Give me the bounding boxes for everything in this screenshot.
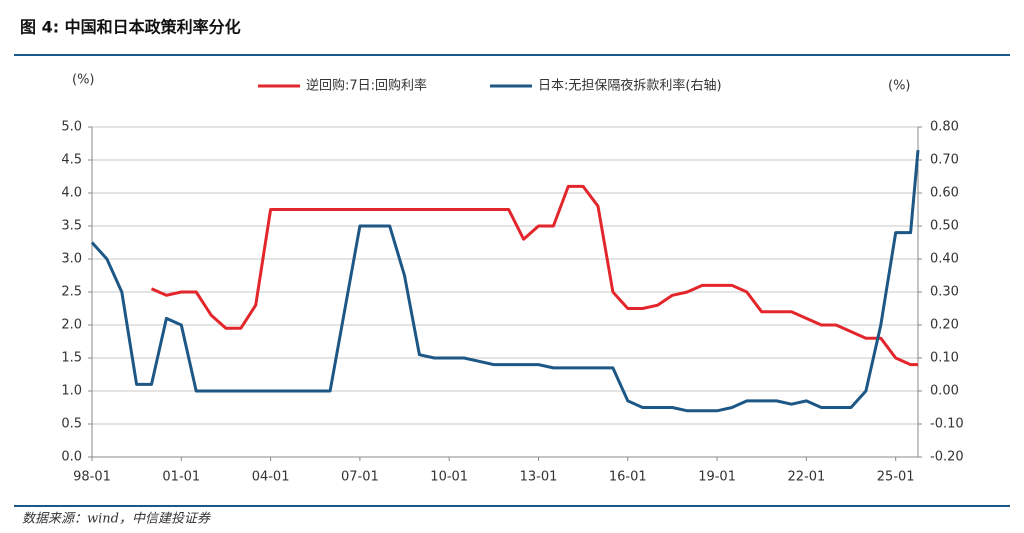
series-line xyxy=(90,149,920,413)
x-tick-label: 19-01 xyxy=(698,470,736,485)
y2-tick-label: 0.80 xyxy=(930,120,959,135)
y2-tick-label: 0.20 xyxy=(930,318,959,333)
y2-tick-label: 0.40 xyxy=(930,252,959,267)
y2-tick-label: 0.60 xyxy=(930,186,959,201)
x-tick-label: 10-01 xyxy=(430,470,468,485)
x-tick-label: 07-01 xyxy=(341,470,379,485)
source-note: 数据来源：wind，中信建投证券 xyxy=(22,512,211,527)
y2-axis-label: (%) xyxy=(888,79,911,94)
x-tick-label: 22-01 xyxy=(787,470,825,485)
x-tick-label: 13-01 xyxy=(520,470,558,485)
y2-tick-label: -0.20 xyxy=(930,450,964,465)
y2-tick-label: 0.00 xyxy=(930,384,959,399)
x-tick-label: 98-01 xyxy=(73,470,111,485)
y-tick-label: 4.0 xyxy=(61,186,82,201)
x-tick-label: 16-01 xyxy=(609,470,647,485)
x-tick-label: 25-01 xyxy=(877,470,915,485)
y-tick-label: 2.5 xyxy=(61,285,82,300)
y-axis-label: (%) xyxy=(72,73,95,88)
legend-label: 逆回购:7日:回购利率 xyxy=(306,78,427,94)
y-tick-label: 1.5 xyxy=(61,351,82,366)
y2-tick-label: 0.10 xyxy=(930,351,959,366)
chart-title: 图 4: 中国和日本政策利率分化 xyxy=(20,18,241,37)
y-tick-label: 1.0 xyxy=(61,384,82,399)
x-tick-label: 01-01 xyxy=(162,470,200,485)
y-tick-label: 0.0 xyxy=(61,450,82,465)
y-tick-label: 2.0 xyxy=(61,318,82,333)
x-tick-label: 04-01 xyxy=(252,470,290,485)
y-tick-label: 4.5 xyxy=(61,153,82,168)
y2-tick-label: 0.50 xyxy=(930,219,959,234)
y2-tick-label: 0.70 xyxy=(930,153,959,168)
y2-tick-label: 0.30 xyxy=(930,285,959,300)
y-tick-label: 3.0 xyxy=(61,252,82,267)
y-tick-label: 5.0 xyxy=(61,120,82,135)
y-tick-label: 3.5 xyxy=(61,219,82,234)
series-line xyxy=(150,184,918,367)
legend-label: 日本:无担保隔夜拆款利率(右轴) xyxy=(538,78,722,94)
y-tick-label: 0.5 xyxy=(61,417,82,432)
y2-tick-label: -0.10 xyxy=(930,417,964,432)
